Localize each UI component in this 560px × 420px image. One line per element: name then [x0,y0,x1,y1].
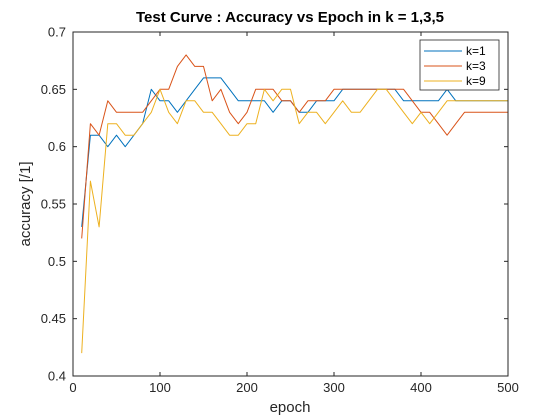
legend-label: k=9 [466,74,486,88]
y-tick-label: 0.6 [48,139,66,154]
legend-label: k=1 [466,44,486,58]
y-tick-label: 0.7 [48,25,66,40]
x-tick-label: 400 [410,380,432,395]
y-tick-label: 0.4 [48,369,66,384]
x-tick-label: 200 [236,380,258,395]
chart-title: Test Curve : Accuracy vs Epoch in k = 1,… [136,9,444,26]
x-tick-label: 0 [69,380,76,395]
y-tick-label: 0.65 [41,82,66,97]
y-axis-label: accuracy [/1] [17,161,34,246]
x-tick-label: 100 [149,380,171,395]
y-tick-label: 0.5 [48,254,66,269]
x-axis-label: epoch [270,399,311,416]
y-tick-label: 0.55 [41,197,66,212]
legend-label: k=3 [466,59,486,73]
legend: k=1k=3k=9 [420,40,499,90]
x-tick-label: 300 [323,380,345,395]
y-tick-label: 0.45 [41,311,66,326]
x-tick-label: 500 [497,380,519,395]
legend-box [420,40,499,90]
